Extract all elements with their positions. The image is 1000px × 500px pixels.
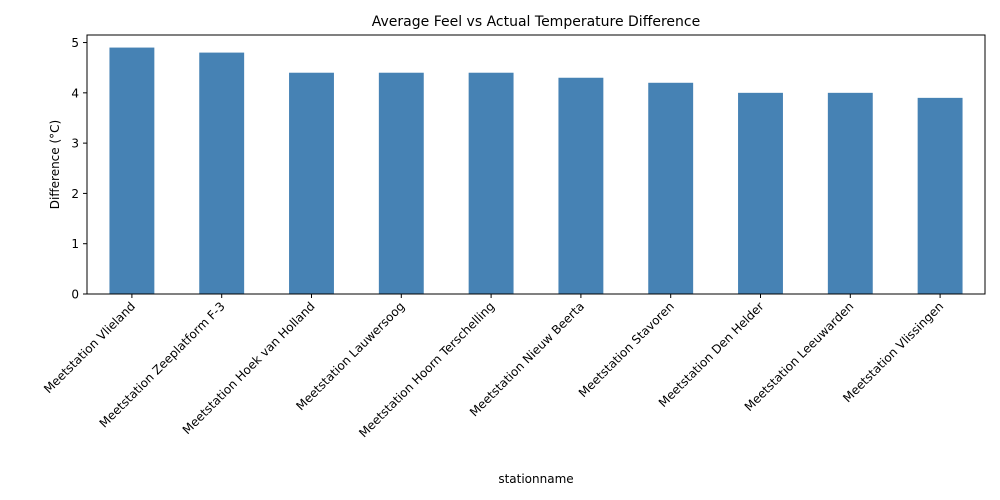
y-tick-label: 1 <box>71 237 79 251</box>
y-tick-label: 3 <box>71 137 79 151</box>
y-tick-label: 0 <box>71 288 79 302</box>
bar-1 <box>109 47 155 294</box>
chart-title: Average Feel vs Actual Temperature Diffe… <box>372 14 700 30</box>
y-axis: 0 1 2 3 4 5 <box>71 36 87 302</box>
bar-5 <box>468 72 514 294</box>
plot-frame <box>86 34 986 295</box>
y-axis-title: Difference (°C) <box>48 120 62 209</box>
x-tick-label: Meetstation Vlissingen <box>840 299 946 405</box>
bar-6 <box>558 77 604 294</box>
bar-9 <box>827 92 873 294</box>
y-tick-label: 4 <box>71 86 79 100</box>
y-tick-label: 5 <box>71 36 79 50</box>
bars-group <box>109 47 963 294</box>
x-tick-label: Meetstation Den Helder <box>656 299 767 410</box>
bar-3 <box>289 72 334 294</box>
bar-7 <box>648 82 694 294</box>
bar-10 <box>917 97 963 294</box>
bar-2 <box>199 52 245 294</box>
bar-8 <box>738 92 783 294</box>
y-tick-label: 2 <box>71 187 79 201</box>
x-axis-title: stationname <box>498 472 573 486</box>
x-tick-label: Meetstation Vlieland <box>41 299 138 396</box>
bar-4 <box>378 72 424 294</box>
x-tick-label: Meetstation Stavoren <box>576 299 677 400</box>
